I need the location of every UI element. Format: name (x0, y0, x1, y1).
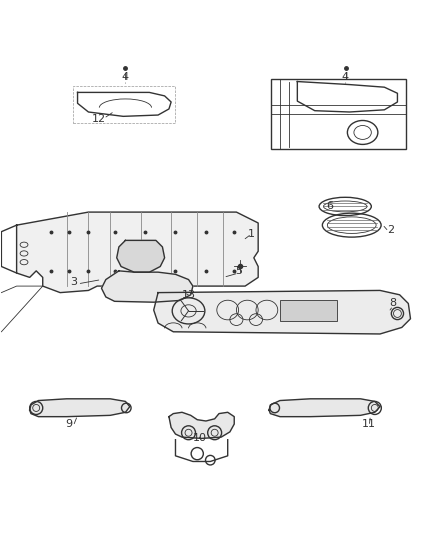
Polygon shape (269, 399, 380, 417)
Polygon shape (169, 413, 234, 439)
Text: 6: 6 (326, 201, 333, 212)
Text: 12: 12 (92, 114, 106, 124)
Text: 11: 11 (362, 419, 376, 429)
Text: 1: 1 (248, 229, 255, 239)
Polygon shape (102, 271, 193, 302)
Text: 4: 4 (122, 72, 129, 82)
Text: 9: 9 (65, 419, 72, 429)
Text: 5: 5 (235, 266, 242, 276)
Text: 4: 4 (342, 72, 349, 82)
Polygon shape (17, 212, 258, 293)
Text: 2: 2 (387, 224, 395, 235)
Polygon shape (117, 240, 165, 272)
FancyBboxPatch shape (280, 300, 336, 321)
Text: 13: 13 (181, 290, 195, 300)
Polygon shape (30, 399, 130, 417)
Text: 10: 10 (192, 433, 206, 443)
Text: 8: 8 (389, 298, 397, 309)
Polygon shape (154, 290, 410, 334)
Text: 3: 3 (70, 277, 77, 287)
